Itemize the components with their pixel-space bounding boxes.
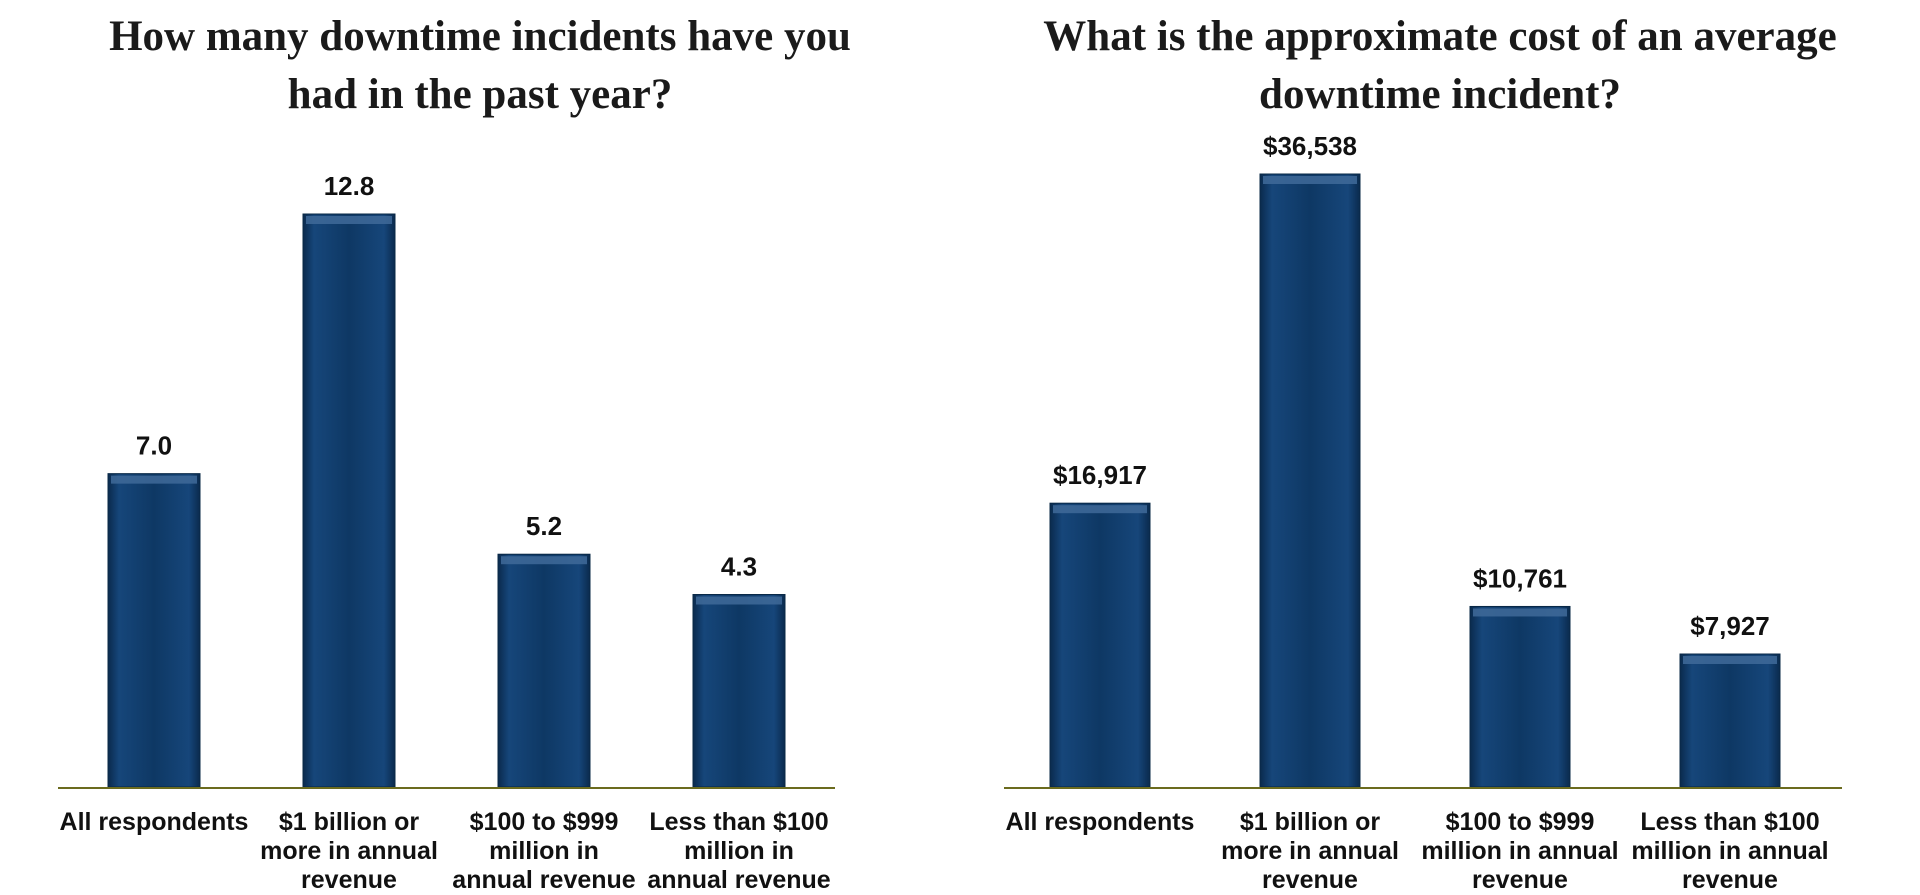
category-label: $1 billion or more in annual revenue [260,808,438,894]
bar [107,473,201,788]
chart-title: What is the approximate cost of an avera… [1043,13,1837,118]
bar [1259,173,1361,788]
bar [1679,653,1781,788]
bar [497,553,591,788]
bar [1469,605,1571,788]
bar-highlight [306,216,392,224]
bar [302,213,396,788]
data-label: 7.0 [136,431,172,461]
bar-plot: 7.0 12.8 5.2 4.3 [58,171,835,789]
bar-highlight [696,596,782,605]
bar-highlight [1473,608,1567,617]
data-label: 4.3 [721,552,757,582]
data-label: $7,927 [1690,611,1770,641]
category-label: All respondents [59,808,249,836]
category-label: Less than $100 million in annual revenue [647,808,831,894]
chart-title: How many downtime incidents have you had… [109,13,851,118]
chart-downtime-cost: What is the approximate cost of an avera… [960,0,1920,894]
bar-highlight [1683,656,1777,665]
category-label: $1 billion or more in annual revenue [1221,808,1399,894]
category-label: Less than $100 million in annual revenue [1631,808,1829,894]
bar-highlight [111,475,197,484]
data-label: $10,761 [1473,563,1567,593]
data-label: $36,538 [1263,131,1357,161]
bar-highlight [1263,176,1357,184]
bar-highlight [1053,505,1147,514]
data-label: 12.8 [324,171,375,201]
data-label: $16,917 [1053,460,1147,490]
bar-plot: $16,917 $36,538 $10,761 $7,927 [1004,131,1842,789]
bar [692,594,786,788]
category-label: All respondents [1005,808,1195,836]
category-label: $100 to $999 million in annual revenue [452,808,636,894]
data-label: 5.2 [526,511,562,541]
chart-downtime-incidents: How many downtime incidents have you had… [0,0,960,894]
bar [1049,502,1151,788]
category-label: $100 to $999 million in annual revenue [1421,808,1619,894]
bar-highlight [501,556,587,565]
